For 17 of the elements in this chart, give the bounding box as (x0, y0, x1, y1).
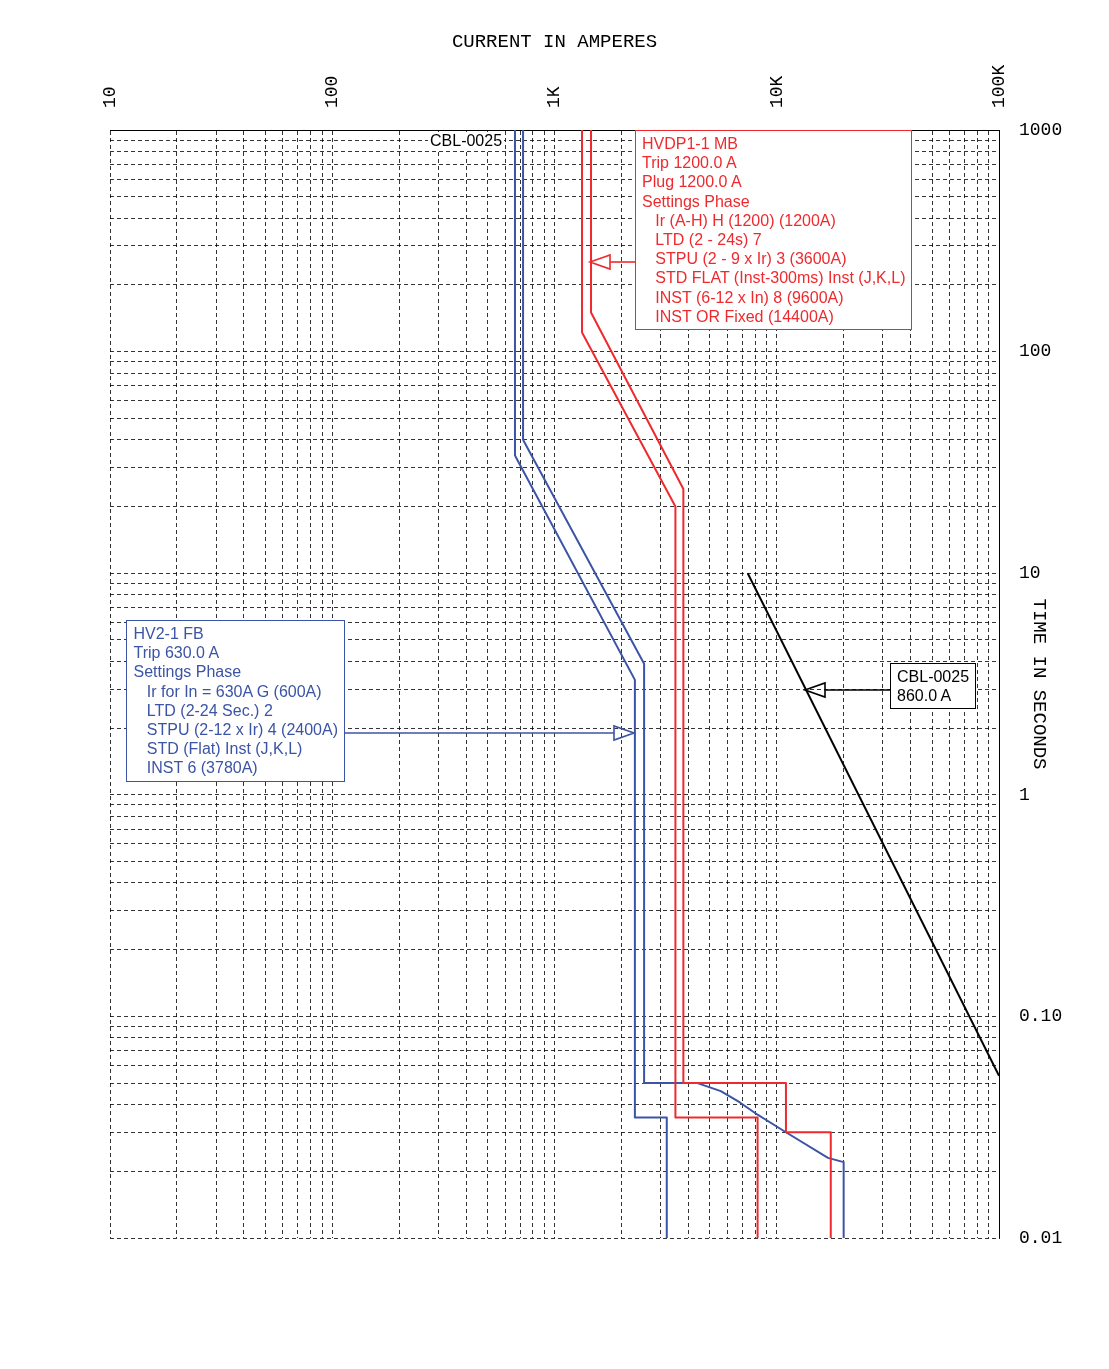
y-tick-label: 0.10 (1019, 1006, 1063, 1027)
y-tick-label: 100 (1019, 341, 1052, 362)
text: HVDP1-1 MB Trip 1200.0 A Plug 1200.0 A Settings Phase Ir (A-H) H (1200) (1200A) LTD (2 - 24s) 7 STPU (2 - 9 x Ir) 3 (3600A) STD FLAT (Inst-300ms) Inst (J,K,L) INST (6-12 x In) 8 (9600A) INST OR Fixed (14400A) (642, 135, 906, 325)
y-tick-label: 10 (1019, 562, 1041, 583)
x-tick-label: 1K (544, 86, 565, 108)
y-tick-label: 1 (1019, 784, 1030, 805)
x-tick-label: 100K (988, 64, 1009, 108)
x-tick-label: 100 (322, 75, 343, 108)
x-axis-title: CURRENT IN AMPERES (451, 31, 658, 54)
y-tick-label: 0.01 (1019, 1227, 1063, 1248)
x-tick-label: 10 (99, 86, 120, 108)
y-tick-label: 1000 (1019, 119, 1063, 140)
x-tick-label: 10K (766, 75, 787, 108)
annotation: CBL-0025 (428, 132, 505, 150)
annotation: CBL-0025 860.0 A (890, 663, 977, 710)
annotation: HV2-1 FB Trip 630.0 A Settings Phase Ir for In = 630A G (600A) LTD (2-24 Sec.) 2 STPU (2-12 x Ir) 4 (2400A) STD (Flat) Inst (J,K,L) INST 6 (3780A) (126, 620, 345, 782)
y-axis-title: TIME IN SECONDS (1027, 598, 1050, 770)
